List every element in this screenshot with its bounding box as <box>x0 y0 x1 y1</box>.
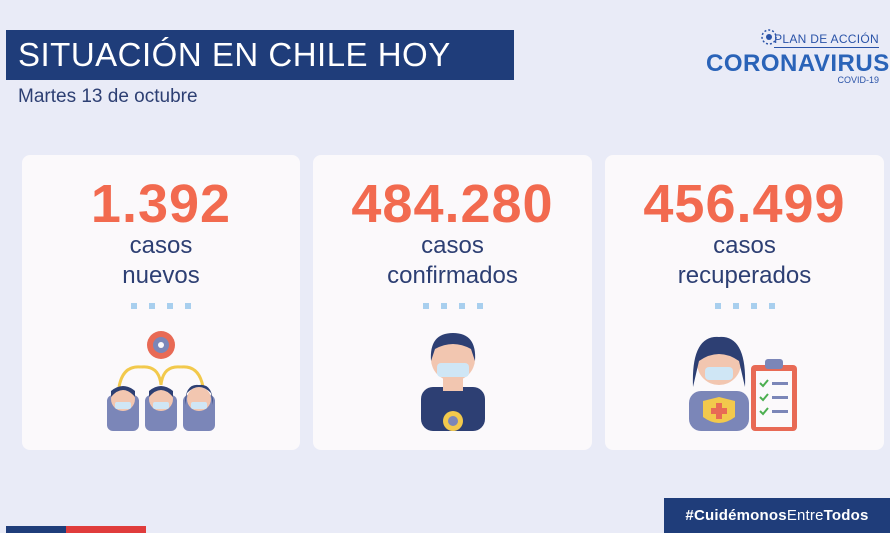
confirmed-cases-card: 484.280 casos confirmados <box>313 155 592 450</box>
new-cases-card: 1.392 casos nuevos <box>22 155 300 450</box>
people-network-icon <box>107 331 215 431</box>
masked-person-virus-icon <box>420 333 485 431</box>
new-cases-label: casos nuevos <box>122 232 200 289</box>
government-emblem-icon <box>761 29 777 45</box>
divider-dots <box>605 303 884 309</box>
confirmed-cases-label: casos confirmados <box>387 232 518 289</box>
confirmed-cases-number: 484.280 <box>351 174 554 234</box>
divider-dots <box>313 303 592 309</box>
recovered-cases-label: casos recuperados <box>677 232 812 289</box>
hashtag-banner: #Cuidémonos Entre Todos <box>664 498 890 533</box>
logo-main-text: CORONAVIRUS <box>706 50 890 77</box>
date-subtitle: Martes 13 de octubre <box>18 86 198 107</box>
page-title: SITUACIÓN EN CHILE HOY <box>6 30 514 80</box>
logo-top-text: PLAN DE ACCIÓN <box>774 32 879 48</box>
divider-dots <box>22 303 300 309</box>
chile-flag-stripe <box>6 526 146 533</box>
new-cases-number: 1.392 <box>90 174 232 234</box>
coronavirus-plan-logo: PLAN DE ACCIÓN CORONAVIRUS COVID-19 <box>700 24 889 86</box>
recovered-cases-number: 456.499 <box>643 174 846 234</box>
recovered-cases-card: 456.499 casos recuperados <box>605 155 884 450</box>
logo-sub-text: COVID-19 <box>837 75 879 85</box>
recovered-person-clipboard-icon <box>688 336 797 431</box>
